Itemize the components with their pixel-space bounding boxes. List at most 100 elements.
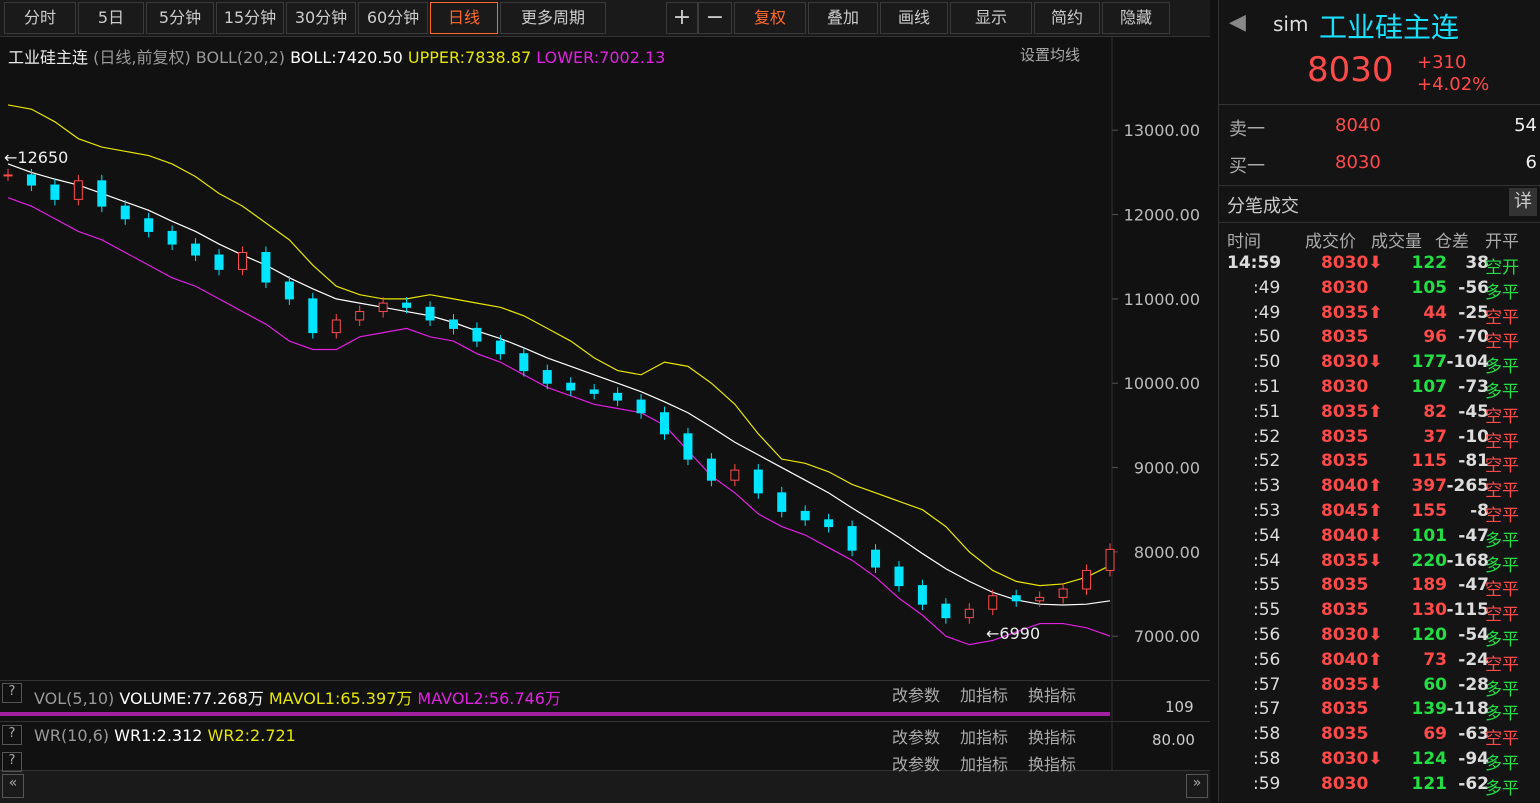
candle-body bbox=[964, 608, 974, 619]
tool-button[interactable]: 显示 bbox=[950, 2, 1032, 34]
trade-volume: 397 bbox=[1411, 476, 1448, 497]
trade-time: :52 bbox=[1253, 451, 1281, 472]
vol-indicator: VOL(5,10) bbox=[34, 689, 115, 708]
trade-volume: 130 bbox=[1411, 600, 1448, 621]
trade-price: 8040⬆ bbox=[1321, 476, 1383, 497]
ask-volume: 54 bbox=[1514, 115, 1537, 136]
trade-price: 8030 bbox=[1321, 377, 1369, 397]
candle-body bbox=[847, 526, 857, 551]
trade-type: 空平 bbox=[1485, 580, 1519, 601]
panel-button[interactable]: 改参数 bbox=[892, 755, 941, 774]
help-button[interactable]: ? bbox=[2, 752, 22, 772]
trade-volume: 189 bbox=[1411, 575, 1448, 596]
tool-button[interactable]: 隐藏 bbox=[1102, 2, 1170, 34]
tool-button[interactable]: 叠加 bbox=[808, 2, 878, 34]
candle-body bbox=[3, 174, 13, 177]
trade-price: 8035 bbox=[1321, 575, 1369, 596]
panel-button[interactable]: 换指标 bbox=[1028, 755, 1077, 774]
trade-price: 8035⬆ bbox=[1321, 302, 1383, 323]
trade-oi-change: -47 bbox=[1458, 575, 1489, 596]
vol-tick: 109 bbox=[1165, 698, 1194, 716]
bid-label: 买一 bbox=[1229, 156, 1265, 177]
period-tab[interactable]: 分时 bbox=[4, 2, 76, 34]
panel-button[interactable]: 换指标 bbox=[1028, 686, 1077, 705]
period-tab[interactable]: 15分钟 bbox=[216, 2, 284, 34]
candle-body bbox=[1058, 588, 1068, 598]
quote-panel: ◀ sim 工业硅主连 8030 +310 +4.02% 卖一 8040 54 … bbox=[1218, 0, 1540, 802]
ma-setting[interactable]: 设置均线 bbox=[1020, 46, 1081, 64]
y-tick-label: 12000.00 bbox=[1124, 206, 1200, 225]
trade-oi-change: -115 bbox=[1446, 600, 1489, 621]
panel-button[interactable]: 加指标 bbox=[960, 755, 1009, 774]
candle-body bbox=[519, 353, 529, 372]
tool-button[interactable]: − bbox=[698, 2, 732, 34]
trade-price: 8030⬇ bbox=[1321, 253, 1383, 273]
wr-header: WR(10,6) WR1:2.312 WR2:2.721 bbox=[0, 721, 1210, 747]
panel-button[interactable]: 改参数 bbox=[892, 686, 941, 705]
candle-body bbox=[50, 184, 60, 200]
subtitle: (日线,前复权) bbox=[93, 48, 191, 67]
tool-button[interactable]: 复权 bbox=[734, 2, 806, 34]
panel-button[interactable]: 加指标 bbox=[960, 728, 1009, 747]
volume-header: VOL(5,10) VOLUME:77.268万 MAVOL1:65.397万 … bbox=[0, 680, 1210, 708]
candle-body bbox=[214, 254, 224, 270]
panel-button[interactable]: 改参数 bbox=[892, 728, 941, 747]
period-tab[interactable]: 日线 bbox=[430, 2, 498, 34]
wr2: WR2:2.721 bbox=[207, 726, 296, 745]
trade-price: 8035 bbox=[1321, 699, 1369, 720]
tool-button[interactable]: 简约 bbox=[1034, 2, 1100, 34]
trade-oi-change: -45 bbox=[1458, 401, 1489, 422]
trade-oi-change: -94 bbox=[1458, 749, 1489, 769]
low-annotation: ←6990 bbox=[986, 624, 1040, 643]
lower-label: LOWER:7002.13 bbox=[536, 48, 666, 67]
order-book: 卖一 8040 54 买一 8030 6 bbox=[1219, 104, 1540, 186]
period-tab[interactable]: 5日 bbox=[78, 2, 144, 34]
ask-label: 卖一 bbox=[1229, 119, 1265, 140]
panel-button[interactable]: 加指标 bbox=[960, 686, 1009, 705]
trade-volume: 155 bbox=[1411, 501, 1448, 521]
trade-type: 空开 bbox=[1485, 258, 1519, 278]
tool-button[interactable]: + bbox=[666, 2, 698, 34]
trade-time: :57 bbox=[1253, 699, 1281, 720]
trade-volume: 60 bbox=[1423, 674, 1447, 695]
scroll-left[interactable]: « bbox=[2, 774, 24, 798]
trade-type: 多平 bbox=[1485, 382, 1519, 402]
trade-time: :51 bbox=[1253, 377, 1281, 397]
trade-volume: 44 bbox=[1423, 302, 1447, 323]
trade-time: :57 bbox=[1253, 674, 1281, 695]
volume-strip bbox=[0, 712, 1110, 716]
help-button[interactable]: ? bbox=[2, 725, 22, 745]
candle-body bbox=[613, 392, 623, 401]
candle-body bbox=[800, 510, 810, 521]
high-annotation: ←12650 bbox=[4, 148, 68, 167]
trade-oi-change: -73 bbox=[1458, 377, 1489, 397]
trade-oi-change: -168 bbox=[1446, 550, 1489, 571]
y-tick-label: 9000.00 bbox=[1134, 459, 1200, 478]
candle-body bbox=[26, 174, 36, 186]
y-tick-label: 13000.00 bbox=[1124, 121, 1200, 140]
scroll-right[interactable]: » bbox=[1186, 774, 1208, 798]
trade-type: 空平 bbox=[1485, 406, 1519, 427]
trade-price: 8030⬇ bbox=[1321, 749, 1383, 769]
trade-price: 8035⬇ bbox=[1321, 550, 1383, 571]
help-button[interactable]: ? bbox=[2, 683, 22, 703]
wr-indicator: WR(10,6) bbox=[34, 726, 110, 745]
mavol2: MAVOL2:56.746万 bbox=[417, 689, 561, 708]
period-tab[interactable]: 5分钟 bbox=[146, 2, 214, 34]
table-header: 仓差 bbox=[1435, 232, 1469, 252]
period-tab[interactable]: 30分钟 bbox=[286, 2, 356, 34]
trade-oi-change: -47 bbox=[1458, 525, 1489, 546]
period-tab[interactable]: 60分钟 bbox=[358, 2, 428, 34]
detail-button[interactable]: 详 bbox=[1509, 188, 1537, 216]
candle-body bbox=[1035, 596, 1045, 602]
panel-button[interactable]: 换指标 bbox=[1028, 728, 1077, 747]
trade-volume: 73 bbox=[1423, 649, 1447, 670]
nav-prev[interactable]: ◀ bbox=[1229, 10, 1246, 35]
candle-body bbox=[167, 230, 177, 245]
period-tab[interactable]: 更多周期 bbox=[500, 2, 606, 34]
trade-oi-change: 38 bbox=[1465, 253, 1489, 273]
tool-button[interactable]: 画线 bbox=[880, 2, 948, 34]
account: sim bbox=[1273, 12, 1309, 36]
trade-type: 多平 bbox=[1485, 282, 1519, 303]
